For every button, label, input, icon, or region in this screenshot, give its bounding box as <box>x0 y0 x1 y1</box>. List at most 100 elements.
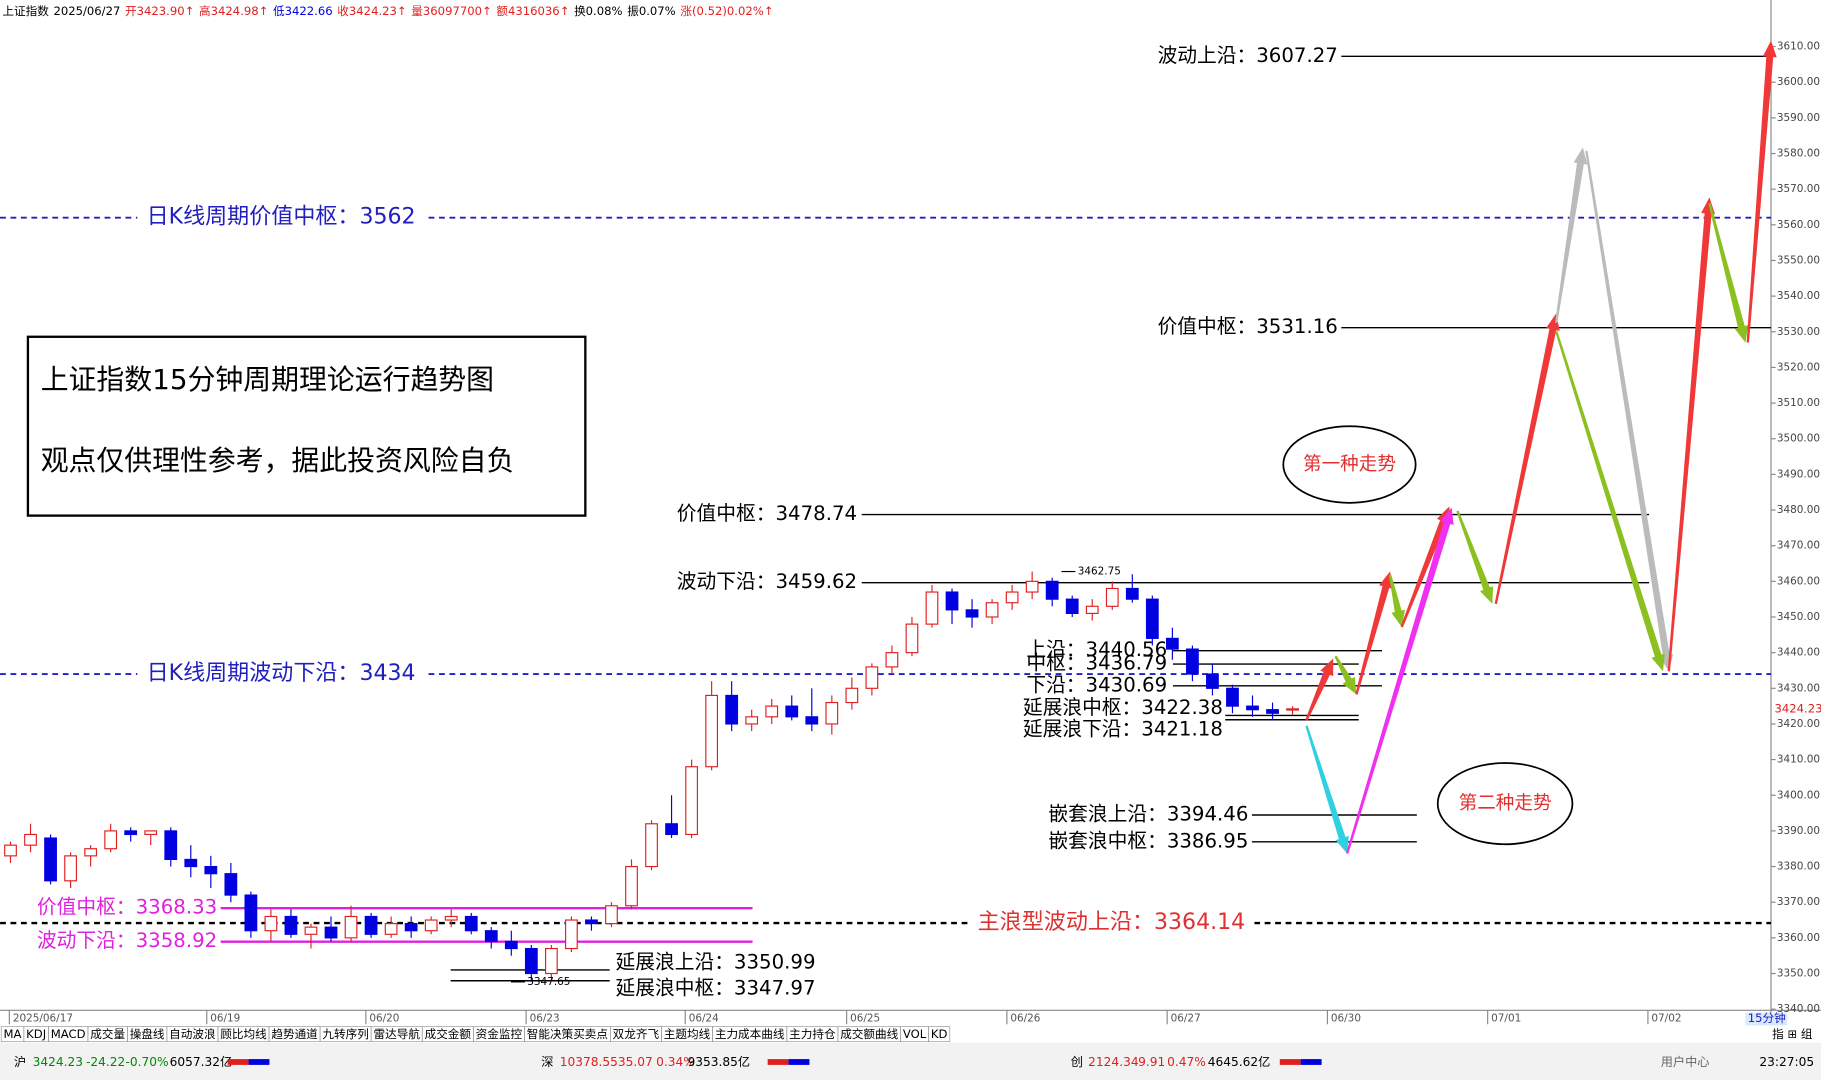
header-item: 高3424.98↑ <box>199 4 268 18</box>
indicator-tab[interactable]: 主力成本曲线 <box>715 1027 785 1041</box>
y-tick-label: 3370.00 <box>1777 896 1820 908</box>
date-label: 06/20 <box>369 1012 399 1024</box>
level-label: 波动下沿：3459.62 <box>677 570 857 593</box>
candle-body <box>725 694 739 725</box>
y-tick-label: 3470.00 <box>1777 540 1820 552</box>
candle-body <box>1005 591 1019 604</box>
candle-body <box>645 823 658 868</box>
indicator-tab[interactable]: 成交金额 <box>425 1027 472 1041</box>
y-tick-label: 3610.00 <box>1777 41 1820 53</box>
y-tick-label: 3500.00 <box>1777 433 1820 445</box>
candle-body <box>1226 687 1239 707</box>
indicator-tab[interactable]: KD <box>931 1027 948 1041</box>
candle-body <box>404 923 418 932</box>
indicator-tab[interactable]: VOL <box>903 1027 927 1041</box>
date-label: 06/30 <box>1331 1012 1361 1024</box>
status-bar-mini <box>248 1059 270 1065</box>
header-item: 低3422.66 <box>273 4 333 18</box>
y-tick-label: 3430.00 <box>1777 682 1820 694</box>
date-label: 06/23 <box>530 1012 560 1024</box>
y-tick-label: 3600.00 <box>1777 76 1820 88</box>
status-item: 2124.34 <box>1088 1055 1139 1069</box>
candle-body <box>1165 637 1179 650</box>
candle-body <box>184 858 198 868</box>
y-tick-label: 3460.00 <box>1777 575 1820 587</box>
candle-body <box>364 915 378 935</box>
candle-body <box>1206 673 1219 689</box>
indicator-tab[interactable]: 主力持仓 <box>789 1027 836 1041</box>
indicator-tab[interactable]: 趋势通道 <box>271 1027 318 1041</box>
trend-arrow <box>1708 202 1749 343</box>
indicator-tab[interactable]: 操盘线 <box>130 1027 165 1041</box>
status-bar <box>0 1042 1821 1080</box>
candle-body <box>985 602 999 618</box>
trend-arrow <box>1746 40 1777 343</box>
status-item: 10378.55 <box>560 1055 618 1069</box>
indicator-tab[interactable]: MA <box>4 1027 22 1041</box>
oval-label: 第一种走势 <box>1303 454 1396 475</box>
status-bar-mini <box>227 1059 249 1065</box>
candle-body <box>124 830 138 836</box>
y-tick-label: 3440.00 <box>1777 647 1820 659</box>
status-item: 3424.23 <box>33 1055 83 1069</box>
indicator-tab[interactable]: 成交量 <box>90 1027 125 1041</box>
candle-body <box>504 940 518 950</box>
label-bg <box>968 910 1255 936</box>
indicator-tab[interactable]: MACD <box>51 1027 86 1041</box>
status-item: -0.70% <box>125 1055 168 1069</box>
candle-body <box>1186 648 1199 675</box>
indicator-tab[interactable]: 资金监控 <box>476 1027 523 1041</box>
indicator-tab[interactable]: 九转序列 <box>322 1027 368 1041</box>
candle-body <box>825 701 839 725</box>
candle-body <box>1045 580 1059 600</box>
candle-body <box>1085 605 1099 615</box>
status-item: 23:27:05 <box>1759 1055 1814 1069</box>
indicator-tab[interactable]: 自动波浪 <box>169 1027 216 1041</box>
candle-body <box>845 687 859 704</box>
trend-arrow <box>1388 574 1406 628</box>
candle-body <box>925 591 939 625</box>
candle-body <box>244 894 258 932</box>
indicator-tab[interactable]: 顾比均线 <box>220 1027 267 1041</box>
candle-body <box>905 623 919 654</box>
indicator-tab[interactable]: 智能决策买卖点 <box>527 1027 609 1041</box>
date-label: 06/26 <box>1010 1012 1040 1024</box>
candle-body <box>264 915 278 932</box>
trend-arrow <box>1555 330 1665 672</box>
y-tick-label: 3450.00 <box>1777 611 1820 623</box>
trend-arrow <box>1355 571 1393 695</box>
indicator-tab[interactable]: 主题均线 <box>664 1027 711 1041</box>
level-label: 上沿：3440.56 <box>1026 638 1167 661</box>
date-label: 06/19 <box>210 1012 240 1024</box>
level-label: 波动下沿：3358.92 <box>37 929 217 952</box>
indicator-tab[interactable]: 雷达导航 <box>374 1027 421 1041</box>
candle-body <box>164 830 178 861</box>
level-label: 下沿：3430.69 <box>1026 673 1167 696</box>
indicator-tab[interactable]: 双龙齐飞 <box>613 1027 660 1041</box>
status-item: 0.34% <box>656 1055 695 1069</box>
tab-border <box>928 1026 951 1043</box>
title: 上证指数15分钟周期理论运行趋势图 <box>41 363 494 396</box>
candle-body <box>685 766 698 836</box>
trend-arrow <box>1334 655 1357 695</box>
candle-body <box>605 905 618 925</box>
trend-arrow <box>1400 506 1450 628</box>
candle-body <box>1286 708 1299 711</box>
y-tick-label: 3490.00 <box>1777 468 1820 480</box>
indicator-tab[interactable]: KDJ <box>26 1027 46 1041</box>
header-item: 2025/06/27 <box>53 4 120 18</box>
y-tick-label: 3410.00 <box>1777 754 1820 766</box>
status-item: 用户中心 <box>1661 1054 1710 1069</box>
candle-body <box>805 716 819 725</box>
subtitle: 观点仅供理性参考，据此投资风险自负 <box>41 444 515 477</box>
period-bg <box>1745 1012 1788 1026</box>
y-tick-label: 3510.00 <box>1777 397 1820 409</box>
candle-body <box>565 919 578 950</box>
candle-body <box>444 915 458 921</box>
side-tabs[interactable]: 指 ⊞ 组 <box>1772 1027 1813 1041</box>
oval <box>1282 425 1417 504</box>
y-tick-label: 3570.00 <box>1777 183 1820 195</box>
trend-arrow <box>1346 507 1454 854</box>
indicator-tab[interactable]: 成交额曲线 <box>840 1027 898 1041</box>
y-tick-label: 3380.00 <box>1777 861 1820 873</box>
